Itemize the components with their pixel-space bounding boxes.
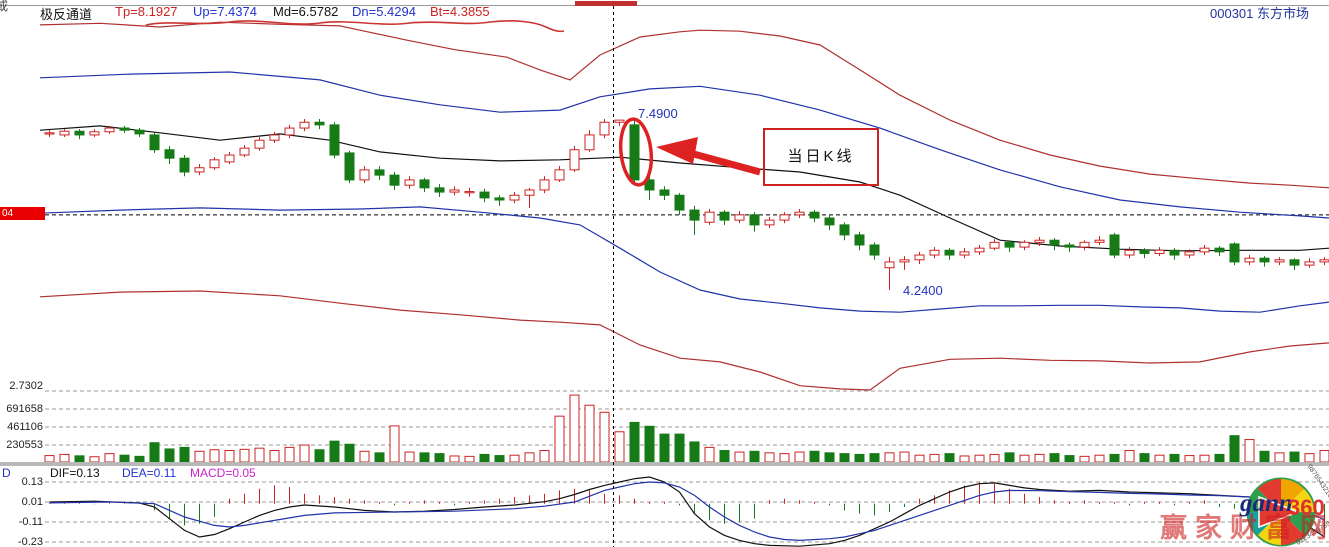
panel-separator bbox=[0, 462, 1329, 466]
gann-wheel-logo bbox=[1246, 477, 1316, 547]
macd-axis-tick-1: 0.01 bbox=[21, 496, 43, 508]
callout-ellipse bbox=[618, 117, 654, 187]
macd-plot bbox=[49, 476, 1325, 547]
param-up: Up=7.4374 bbox=[193, 4, 257, 19]
param-bt: Bt=4.3855 bbox=[430, 4, 490, 19]
param-md: Md=6.5782 bbox=[273, 4, 339, 19]
macd-panel-label: D bbox=[2, 466, 11, 480]
vol-axis-tick-0: 2.7302 bbox=[9, 380, 43, 392]
macd-axis-tick-0: 0.13 bbox=[21, 476, 43, 488]
callout-box: 当日K线 bbox=[763, 128, 879, 186]
indicator-name: 极反通道 bbox=[40, 7, 93, 22]
macd-axis-tick-2: -0.11 bbox=[18, 516, 43, 528]
vol-axis-tick-3: 230553 bbox=[6, 439, 43, 451]
param-tp: Tp=8.1927 bbox=[115, 4, 178, 19]
callout-arrow bbox=[656, 137, 761, 176]
last-price-tag: 04 bbox=[0, 207, 45, 220]
vol-axis-tick-1: 691658 bbox=[6, 403, 43, 415]
corner-glyph: 或 bbox=[0, 0, 9, 13]
logo-word: gann bbox=[1240, 490, 1293, 517]
site-watermark: 赢家财富网 bbox=[1160, 513, 1329, 543]
macd-macd-value: MACD=0.05 bbox=[190, 466, 256, 480]
hand-drawn-underline bbox=[145, 20, 565, 33]
macd-dif-value: DIF=0.13 bbox=[50, 466, 100, 480]
stock-symbol: 000301 东方市场 bbox=[1210, 6, 1309, 21]
vol-axis-tick-2: 461106 bbox=[7, 421, 43, 433]
top-axis-date-marker bbox=[575, 1, 637, 6]
candlesticks bbox=[44, 118, 1329, 290]
macd-dea-value: DEA=0.11 bbox=[122, 466, 177, 480]
volume-bars bbox=[44, 394, 1329, 463]
macd-axis-tick-3: -0.23 bbox=[17, 536, 43, 547]
param-dn: Dn=5.4294 bbox=[352, 4, 416, 19]
low-price-note: 4.2400 bbox=[903, 283, 943, 298]
logo-number: 360 bbox=[1288, 495, 1325, 520]
top-axis bbox=[0, 1, 1329, 6]
high-price-note: 7.4900 bbox=[638, 106, 678, 121]
